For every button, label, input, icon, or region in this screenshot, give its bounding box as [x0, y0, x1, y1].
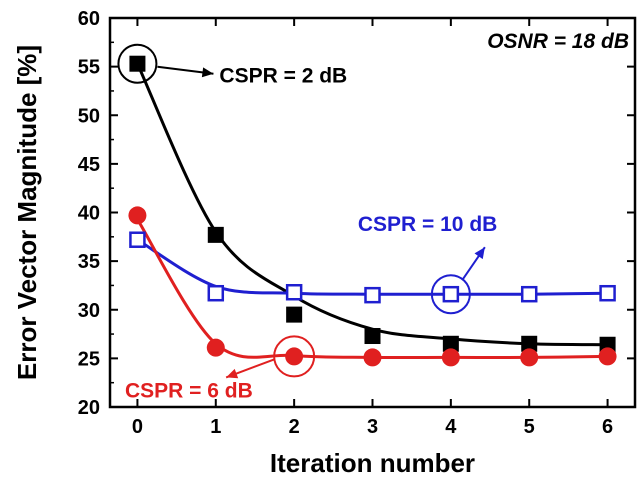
y-tick-label: 45: [78, 154, 100, 176]
x-tick-label: 6: [602, 416, 613, 438]
arrow-head: [201, 67, 214, 78]
x-tick-label: 4: [445, 416, 457, 438]
x-tick-label: 0: [132, 416, 143, 438]
series-label-cspr-10db: CSPR = 10 dB: [358, 213, 497, 236]
x-tick-label: 5: [524, 416, 535, 438]
x-tick-label: 3: [367, 416, 378, 438]
osnr-annotation: OSNR = 18 dB: [487, 30, 629, 53]
y-tick-label: 60: [78, 8, 100, 30]
data-point: [207, 226, 224, 243]
highlight-circle: [117, 43, 158, 84]
y-tick-label: 30: [78, 300, 100, 322]
y-tick-label: 50: [78, 105, 100, 127]
data-point: [286, 306, 303, 323]
y-tick-label: 20: [78, 397, 100, 419]
data-point: [442, 285, 460, 303]
y-axis-title: Error Vector Magnitude [%]: [12, 45, 42, 380]
x-tick-label: 1: [210, 416, 221, 438]
data-point: [364, 328, 381, 345]
data-point: [520, 285, 538, 303]
y-tick-label: 35: [78, 251, 100, 273]
highlight-circle: [273, 335, 316, 378]
x-axis-title: Iteration number: [270, 448, 475, 478]
data-point: [598, 347, 617, 366]
data-point: [129, 231, 146, 248]
data-point: [521, 335, 538, 352]
y-tick-label: 40: [78, 203, 100, 225]
data-point: [363, 348, 382, 367]
y-tick-label: 55: [78, 57, 100, 79]
x-tick-label: 2: [289, 416, 300, 438]
data-point: [206, 338, 225, 357]
data-point: [129, 55, 146, 72]
data-point: [442, 335, 459, 352]
arrow-head: [474, 247, 485, 260]
y-tick-label: 25: [78, 348, 100, 370]
data-point: [364, 286, 381, 304]
data-point: [520, 348, 539, 367]
arrow-head: [226, 368, 239, 379]
data-point: [128, 206, 147, 225]
data-point: [207, 284, 225, 302]
highlight-circles: [117, 43, 471, 378]
data-point: [599, 284, 616, 302]
axis-ticks: [110, 17, 635, 408]
annotation-arrows: [157, 65, 486, 379]
data-markers: [128, 55, 617, 367]
data-point: [285, 283, 303, 301]
series-label-cspr-6db: CSPR = 6 dB: [125, 379, 253, 402]
data-point: [285, 347, 304, 366]
fit-curves: [136, 63, 608, 360]
data-point: [441, 348, 460, 367]
series-label-cspr-2db: CSPR = 2 dB: [219, 65, 347, 88]
highlight-circle: [430, 274, 471, 315]
